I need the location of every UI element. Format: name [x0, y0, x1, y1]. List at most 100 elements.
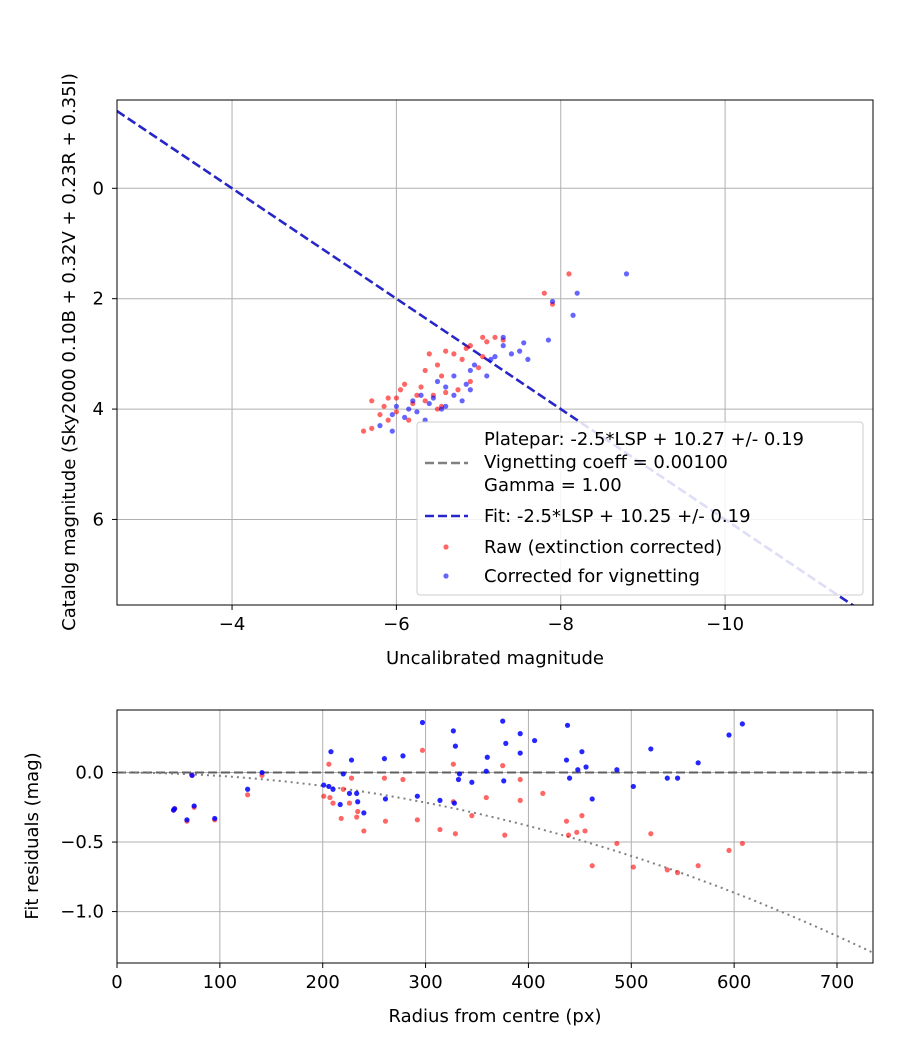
top-chart: −4 −6 −8 −10 0 2 4 6 Uncalibrated magnitude Cat…: [59, 73, 874, 669]
top-data-point: [451, 351, 457, 357]
bottom-data-point: [245, 786, 251, 792]
bottom-data-point: [189, 772, 195, 778]
top-y-tick-label: 6: [93, 509, 104, 530]
bottom-ticks: 0 100 200 300 400 500 600 700 0.0 −0.5 −1.0: [60, 763, 854, 993]
bottom-data-point: [382, 818, 389, 824]
bottom-data-point: [321, 793, 327, 799]
bottom-data-point: [575, 767, 581, 773]
top-data-point: [434, 378, 441, 385]
bottom-data-point: [346, 800, 353, 806]
top-data-point: [406, 417, 412, 423]
bottom-data-point: [346, 790, 353, 797]
top-data-point: [549, 298, 556, 305]
legend-vignetting-label: Vignetting coeff = 0.00100: [484, 452, 728, 473]
top-data-point: [451, 392, 457, 398]
top-data-point: [443, 389, 449, 396]
bottom-data-point: [451, 800, 457, 806]
bottom-data-point: [517, 750, 523, 756]
bottom-data-point: [452, 743, 458, 749]
legend-raw-label: Raw (extinction corrected): [484, 537, 722, 558]
top-data-point: [492, 354, 498, 360]
bottom-grid: [116, 710, 873, 963]
legend-box: [416, 421, 864, 596]
top-data-point: [500, 334, 506, 340]
top-data-point: [566, 271, 572, 277]
bottom-data-point: [739, 721, 745, 727]
top-data-point: [500, 343, 506, 349]
top-data-point: [369, 398, 375, 404]
bottom-data-point: [664, 867, 670, 873]
bottom-data-point: [326, 761, 332, 767]
top-y-tick-label: 4: [93, 399, 104, 420]
top-x-tick-label: −4: [219, 614, 246, 635]
bottom-y-tick-label: −0.5: [60, 832, 104, 853]
bottom-data-point: [328, 749, 334, 755]
bottom-data-point: [674, 870, 681, 876]
bottom-data-point: [400, 753, 406, 759]
bottom-data-point: [502, 832, 508, 838]
bottom-data-point: [566, 775, 573, 781]
top-data-point: [434, 362, 441, 368]
top-data-point: [488, 356, 494, 362]
bottom-data-point: [340, 771, 346, 777]
bottom-data-point: [455, 776, 462, 783]
top-data-point: [389, 411, 395, 418]
bottom-x-tick-label: 100: [203, 972, 237, 993]
top-data-point: [393, 409, 399, 415]
bottom-x-tick-label: 600: [717, 972, 751, 993]
top-data-point: [360, 428, 367, 434]
top-data-point: [455, 387, 461, 393]
top-data-point: [414, 392, 420, 398]
top-points: [360, 271, 630, 434]
bottom-y-axis-label: Fit residuals (mag): [22, 752, 43, 919]
top-data-point: [426, 400, 432, 407]
bottom-data-point: [574, 829, 580, 835]
top-data-point: [480, 354, 486, 360]
top-data-point: [434, 406, 441, 412]
top-data-point: [574, 290, 580, 296]
bottom-data-point: [517, 731, 523, 737]
bottom-reference-lines: [117, 771, 874, 954]
top-data-point: [467, 387, 473, 393]
bottom-data-point: [355, 799, 361, 805]
top-data-point: [443, 384, 449, 390]
top-grid: [117, 100, 873, 605]
bottom-data-point: [337, 801, 343, 808]
top-data-point: [463, 381, 469, 387]
bottom-data-point: [437, 797, 443, 803]
top-data-point: [397, 387, 404, 393]
bottom-y-tick-label: −1.0: [60, 902, 104, 923]
bottom-data-point: [338, 815, 344, 822]
bottom-data-point: [500, 718, 506, 724]
bottom-data-point: [212, 815, 218, 822]
bottom-data-point: [695, 863, 701, 869]
top-data-point: [402, 381, 408, 387]
bottom-x-tick-label: 200: [306, 972, 340, 993]
bottom-data-point: [630, 783, 636, 790]
top-data-point: [410, 398, 416, 404]
bottom-data-point: [348, 757, 355, 763]
top-data-point: [377, 411, 383, 418]
top-data-point: [525, 356, 531, 362]
top-data-point: [443, 403, 449, 409]
top-data-point: [422, 367, 428, 374]
top-data-point: [377, 423, 383, 429]
bottom-data-point: [565, 832, 572, 838]
top-data-point: [471, 362, 478, 368]
top-x-tick-label: −6: [383, 614, 410, 635]
top-data-point: [369, 425, 375, 431]
bottom-data-point: [326, 783, 332, 790]
top-y-axis-label: Catalog magnitude (Sky2000 0.10B + 0.32V…: [59, 73, 80, 631]
bottom-data-point: [340, 786, 346, 792]
bottom-data-point: [517, 797, 523, 803]
bottom-x-tick-label: 700: [820, 972, 854, 993]
bottom-data-point: [245, 792, 251, 798]
bottom-data-point: [483, 794, 489, 801]
bottom-data-point: [381, 775, 388, 781]
bottom-data-point: [503, 740, 509, 746]
bottom-y-tick-label: 0.0: [75, 763, 104, 784]
bottom-data-point: [726, 732, 732, 738]
bottom-data-point: [327, 794, 333, 801]
bottom-data-point: [630, 864, 636, 870]
